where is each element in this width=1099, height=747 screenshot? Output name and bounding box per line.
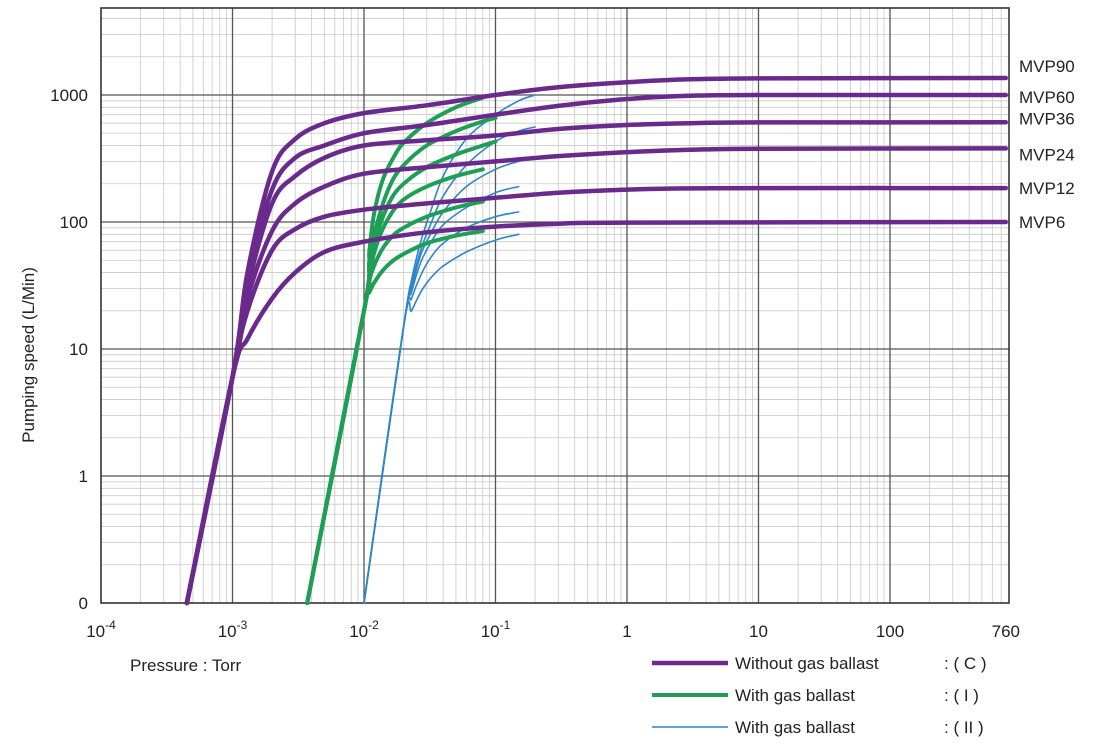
series-line-c-mvp24 — [184, 146, 1009, 606]
x-tick-label: 10 — [749, 622, 768, 641]
y-tick-label: 10 — [69, 340, 88, 359]
y-tick-label: 1000 — [50, 86, 88, 105]
x-tick-label: 10-2 — [349, 618, 379, 641]
x-tick-label: 10-1 — [481, 618, 511, 641]
x-tick-label: 760 — [992, 622, 1020, 641]
series-line-i-mvp6 — [305, 229, 485, 605]
legend-label: With gas ballast — [735, 686, 855, 705]
model-label-mvp24: MVP24 — [1019, 145, 1075, 164]
legend-marker: : ( I ) — [944, 686, 979, 705]
plot-frame — [100, 7, 1010, 604]
legend-marker: : ( C ) — [944, 654, 987, 673]
x-axis-ticks: 10-4 10-3 10-2 10-1 1 10 100 760 — [86, 618, 1020, 641]
x-tick-label: 100 — [876, 622, 904, 641]
x-tick-label: 1 — [622, 622, 631, 641]
model-labels: MVP90 MVP60 MVP36 MVP24 MVP12 MVP6 — [1019, 57, 1075, 232]
legend-label: With gas ballast — [735, 718, 855, 737]
y-axis-title: Pumping speed (L/Min) — [19, 267, 38, 443]
model-label-mvp90: MVP90 — [1019, 57, 1075, 76]
model-label-mvp12: MVP12 — [1019, 179, 1075, 198]
major-grid — [100, 7, 1010, 604]
y-axis-ticks: 0 1 10 100 1000 — [50, 86, 88, 613]
minor-grid — [101, 8, 1009, 603]
legend: Without gas ballast : ( C ) With gas balla… — [652, 654, 987, 737]
series-line-c-mvp90 — [184, 75, 1009, 606]
y-tick-label: 1 — [79, 467, 88, 486]
y-tick-label: 100 — [60, 213, 88, 232]
y-tick-label: 0 — [79, 594, 88, 613]
model-label-mvp6: MVP6 — [1019, 213, 1065, 232]
x-axis-title: Pressure : Torr — [130, 656, 242, 675]
series-line-c-mvp12 — [184, 185, 1009, 606]
x-tick-label: 10-3 — [218, 618, 248, 641]
legend-label: Without gas ballast — [735, 654, 879, 673]
x-tick-label: 10-4 — [86, 618, 116, 641]
model-label-mvp60: MVP60 — [1019, 88, 1075, 107]
series-line-i-mvp60 — [305, 115, 498, 605]
model-label-mvp36: MVP36 — [1019, 109, 1075, 128]
curves-layer — [184, 75, 1009, 606]
series-line-ii-mvp6 — [363, 233, 520, 604]
series-line-c-mvp6 — [184, 219, 1009, 606]
series-line-i-mvp36 — [305, 139, 498, 605]
legend-marker: : ( II ) — [944, 718, 984, 737]
